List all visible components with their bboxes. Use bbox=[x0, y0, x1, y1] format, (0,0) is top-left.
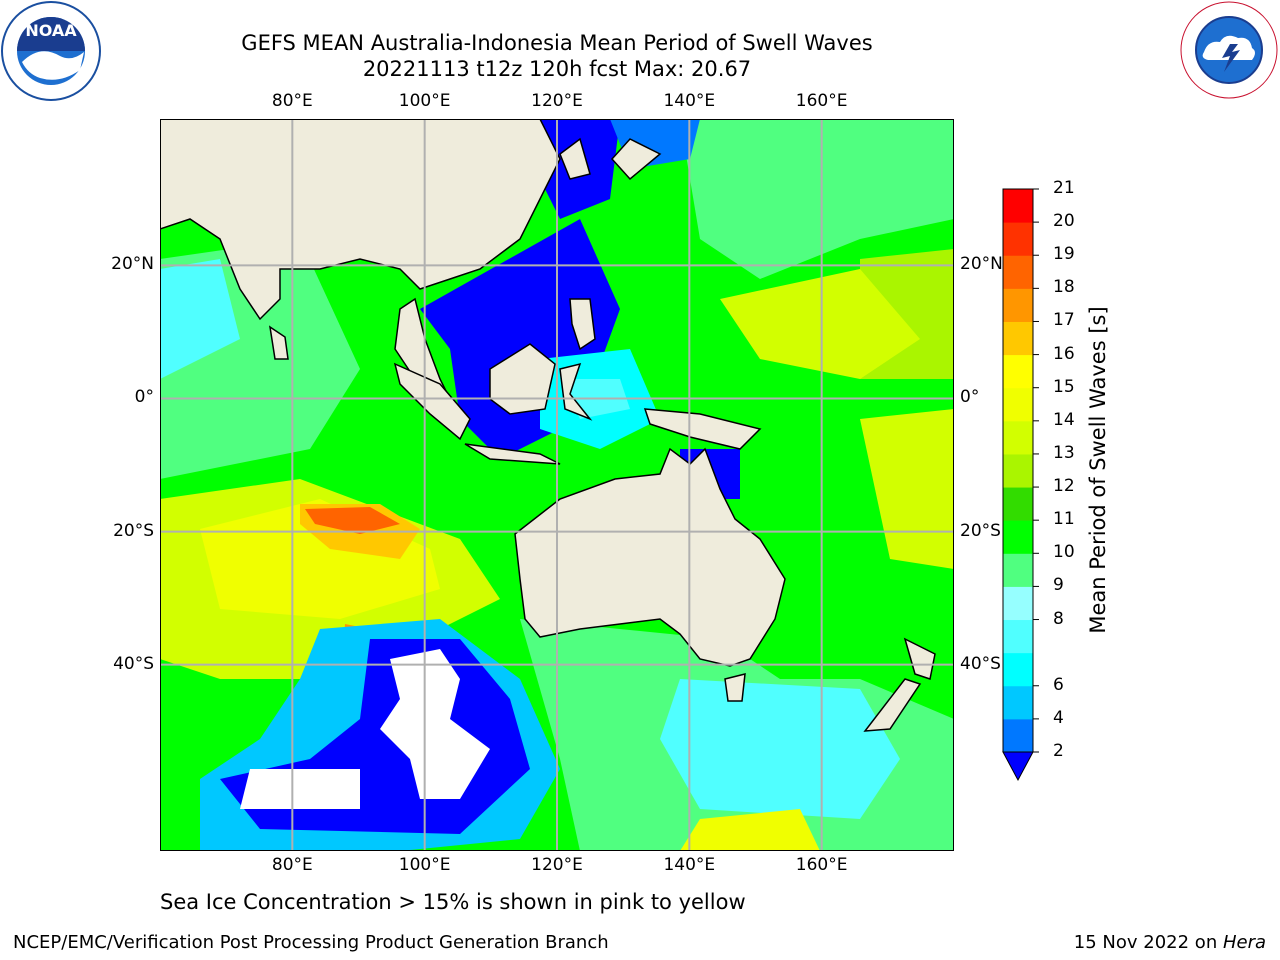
sumatra bbox=[393, 362, 471, 441]
colorbar-swatch bbox=[1003, 222, 1033, 256]
colorbar-tick-label: 13 bbox=[1053, 442, 1075, 463]
swell-region bbox=[680, 809, 820, 851]
nws-logo-icon bbox=[1178, 0, 1280, 100]
colorbar-swatch bbox=[1003, 321, 1033, 356]
lon-tick-label: 100°E bbox=[398, 91, 451, 111]
sri-lanka bbox=[268, 325, 289, 360]
colorbar-swatch bbox=[1003, 520, 1033, 554]
map-svg bbox=[160, 119, 954, 851]
lon-tick-label: 80°E bbox=[271, 91, 313, 111]
colorbar-tick-label: 12 bbox=[1053, 476, 1075, 497]
chart-subtitle: 20221113 t12z 120h fcst Max: 20.67 bbox=[362, 57, 752, 81]
lat-tick-label: 40°S bbox=[960, 653, 1001, 674]
swell-region bbox=[660, 679, 900, 819]
noaa-logo-text: NOAA bbox=[25, 21, 77, 40]
colorbar-tick-label: 10 bbox=[1053, 542, 1075, 563]
colorbar-tick-label: 6 bbox=[1053, 674, 1064, 695]
colorbar-svg bbox=[1002, 188, 1039, 782]
colorbar-tick-label: 8 bbox=[1053, 608, 1064, 629]
colorbar-outline bbox=[1002, 188, 1034, 753]
colorbar-tick-label: 14 bbox=[1053, 409, 1075, 430]
footer-host: Hera bbox=[1222, 932, 1266, 953]
java bbox=[464, 443, 561, 465]
swell-region bbox=[720, 269, 920, 379]
lon-tick-label: 120°E bbox=[531, 91, 583, 111]
lat-tick-label: 40°S bbox=[113, 653, 154, 674]
colorbar-swatch bbox=[1003, 453, 1033, 488]
colorbar-tick-label: 18 bbox=[1053, 277, 1075, 298]
colorbar-tick-label: 9 bbox=[1053, 575, 1064, 596]
lat-tick-label: 20°S bbox=[113, 520, 154, 541]
colorbar-swatch bbox=[1003, 354, 1033, 389]
colorbar-tick-label: 21 bbox=[1053, 178, 1075, 198]
footer-date: 15 Nov 2022 on Hera bbox=[1074, 932, 1266, 953]
colorbar-swatch bbox=[1003, 553, 1033, 587]
colorbar-tick-label: 19 bbox=[1053, 244, 1075, 265]
lon-tick-label: 140°E bbox=[663, 91, 716, 111]
colorbar-swatch bbox=[1003, 685, 1033, 720]
tasmania bbox=[724, 673, 746, 702]
colorbar bbox=[1002, 188, 1039, 782]
korea bbox=[559, 137, 591, 180]
colorbar-tick-label: 15 bbox=[1053, 376, 1075, 397]
chart-title: GEFS MEAN Australia-Indonesia Mean Perio… bbox=[241, 31, 873, 55]
colorbar-tick-label: 16 bbox=[1053, 343, 1075, 364]
lon-tick-label: 160°E bbox=[795, 91, 848, 111]
lon-tick-label: 80°E bbox=[271, 855, 313, 875]
asia-landmass bbox=[160, 119, 561, 321]
footer-date-text: 15 Nov 2022 on bbox=[1073, 932, 1223, 953]
sea-ice-region bbox=[380, 649, 490, 799]
new-zealand-south bbox=[863, 678, 922, 732]
lon-tick-label: 100°E bbox=[398, 855, 451, 875]
swell-region bbox=[305, 507, 400, 534]
new-guinea bbox=[643, 408, 762, 450]
lon-tick-label: 120°E bbox=[531, 855, 583, 875]
colorbar-swatch bbox=[1003, 255, 1033, 289]
lat-tick-label: 20°S bbox=[960, 520, 1001, 541]
new-zealand-north bbox=[903, 637, 936, 680]
colorbar-swatch bbox=[1003, 487, 1033, 521]
sulawesi bbox=[559, 362, 593, 421]
colorbar-swatch bbox=[1003, 420, 1033, 455]
sea-ice-footnote: Sea Ice Concentration > 15% is shown in … bbox=[160, 890, 746, 914]
lat-tick-label: 0° bbox=[134, 387, 154, 408]
sea-ice-region bbox=[240, 769, 360, 809]
swell-region bbox=[160, 259, 240, 379]
colorbar-swatch bbox=[1003, 387, 1033, 422]
footer-branch: NCEP/EMC/Verification Post Processing Pr… bbox=[13, 932, 609, 953]
colorbar-swatch bbox=[1003, 586, 1033, 621]
colorbar-swatch bbox=[1003, 652, 1033, 687]
colorbar-swatch bbox=[1003, 189, 1033, 223]
colorbar-title: Mean Period of Swell Waves [s] bbox=[1086, 306, 1110, 634]
japan bbox=[610, 138, 662, 181]
colorbar-swatch bbox=[1003, 288, 1033, 322]
lat-tick-label: 0° bbox=[960, 387, 980, 408]
map-panel bbox=[160, 119, 954, 851]
philippines bbox=[569, 298, 596, 351]
australia bbox=[514, 447, 786, 667]
colorbar-tick-label: 11 bbox=[1053, 509, 1075, 530]
noaa-logo-icon: NOAA bbox=[0, 0, 102, 102]
lon-tick-label: 160°E bbox=[795, 855, 848, 875]
lat-tick-label: 20°N bbox=[960, 254, 1003, 275]
map-gridlines bbox=[160, 119, 954, 851]
colorbar-swatch bbox=[1003, 619, 1033, 654]
swell-region bbox=[860, 409, 954, 569]
swell-region bbox=[680, 119, 954, 279]
colorbar-swatch bbox=[1003, 718, 1033, 753]
colorbar-tick-label: 20 bbox=[1053, 211, 1075, 232]
colorbar-tick-label: 4 bbox=[1053, 707, 1064, 728]
lon-tick-label: 140°E bbox=[663, 855, 716, 875]
colorbar-extend-min bbox=[1002, 751, 1034, 782]
colorbar-tick-label: 17 bbox=[1053, 310, 1075, 331]
colorbar-tick-label: 2 bbox=[1053, 741, 1064, 761]
lat-tick-label: 20°N bbox=[111, 254, 154, 275]
